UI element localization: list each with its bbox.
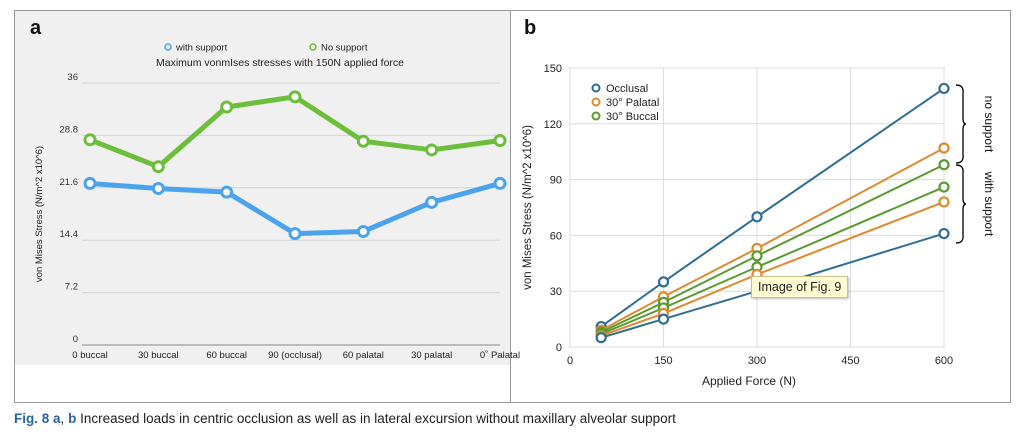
y-tick-label-b: 0 [556, 342, 562, 354]
series-line-b [600, 87, 945, 328]
data-point-b [938, 196, 950, 208]
x-tick-label-a: 90 (occlusal) [268, 350, 322, 361]
data-point-a [288, 90, 302, 104]
data-point-b [938, 82, 950, 95]
x-tick-label-a: 60 buccal [206, 350, 247, 361]
bracket-line-b [955, 164, 967, 244]
data-point-a [288, 227, 302, 241]
legend-label-a: No support [321, 43, 368, 54]
legend-marker-b [591, 111, 601, 121]
y-axis-label-a: von Mises Stress (N/m^2 x10^6) [34, 146, 45, 282]
data-point-a [220, 100, 234, 114]
annotation-with-support: with support [982, 171, 996, 237]
legend-label-b: 30° Buccal [606, 111, 659, 123]
data-point-a [151, 160, 165, 174]
data-point-a [356, 224, 370, 238]
y-tick-label-a: 36 [67, 72, 78, 83]
data-point-a [493, 176, 507, 190]
x-tick-label-a: 30 buccal [138, 350, 179, 361]
panel-b-chart: 0 30 60 90 120 150 0 150 300 450 600 Applied Force … [522, 63, 996, 388]
x-tick-label-a: 0 buccal [72, 350, 107, 361]
legend-label-b: 30° Palatal [606, 97, 659, 109]
data-point-a [425, 143, 439, 157]
data-point-b [751, 250, 763, 262]
y-tick-label-b: 60 [550, 230, 562, 242]
y-tick-label-a: 14.4 [60, 229, 79, 240]
series-line-b [600, 147, 945, 332]
series-line-b [600, 200, 945, 337]
caption-panel-a: a [53, 411, 61, 426]
chart-title-a: Maximum vonmIses stresses with 150N appl… [156, 57, 404, 69]
y-tick-label-b: 120 [544, 119, 562, 131]
data-point-b [938, 181, 950, 193]
panel-label-a: a [30, 17, 42, 39]
y-tick-label-b: 30 [550, 286, 562, 298]
data-point-b [938, 142, 950, 154]
data-point-a [220, 185, 234, 199]
data-point-a [493, 133, 507, 147]
y-tick-label-b: 90 [550, 175, 562, 187]
data-point-a [425, 195, 439, 209]
data-point-b [595, 332, 607, 344]
annotation-no-support: no support [982, 96, 996, 153]
panel-divider [510, 10, 511, 403]
data-point-a [83, 133, 97, 147]
data-point-b [657, 313, 670, 325]
caption-panel-b: b [68, 411, 77, 426]
figure-frame [14, 10, 1011, 403]
data-point-a [83, 176, 97, 190]
y-tick-label-a: 7.2 [65, 282, 78, 293]
legend-marker-a [309, 43, 317, 51]
y-axis-label-b: von Mises Stress (N/m^2 x10^6) [522, 125, 534, 290]
figure-caption: Fig. 8 a, b Increased loads in centric o… [14, 411, 676, 426]
legend-marker-a [164, 43, 172, 51]
legend-label-b: Occlusal [606, 83, 648, 95]
x-tick-label-a: 0˚ Palatal [480, 350, 520, 361]
data-point-a [356, 134, 370, 148]
x-tick-label-a: 60 palatal [343, 350, 384, 361]
x-axis-label-b: Applied Force (N) [702, 374, 796, 388]
legend-marker-b [591, 97, 601, 107]
x-tick-label-a: 30 palatal [411, 350, 452, 361]
data-point-a [151, 182, 165, 196]
x-tick-label-b: 150 [654, 355, 672, 367]
series-line-a [89, 94, 501, 170]
series-line-b [600, 232, 945, 339]
y-tick-label-a: 0 [73, 334, 78, 345]
data-point-b [751, 211, 763, 223]
tooltip: Image of Fig. 9 [751, 276, 849, 298]
x-tick-label-b: 450 [841, 355, 859, 367]
panel-a-chart: 0 7.2 14.4 21.6 28.8 36 0 buccal 30 buccal 60 bu… [34, 43, 520, 362]
data-point-b [938, 159, 950, 171]
series-line-a [89, 180, 501, 237]
data-point-b [657, 276, 670, 288]
x-tick-label-b: 300 [748, 355, 766, 367]
legend-label-a: with support [175, 43, 228, 54]
series-line-b [600, 186, 945, 335]
panel-label-b: b [524, 17, 536, 39]
y-tick-label-a: 28.8 [60, 124, 79, 135]
y-tick-label-b: 150 [544, 63, 562, 75]
series-line-b [600, 163, 945, 334]
caption-figure-number: Fig. 8 [14, 411, 50, 426]
legend-marker-b [591, 83, 601, 93]
x-tick-label-b: 0 [567, 355, 573, 367]
caption-separator: , [60, 411, 69, 426]
data-point-b [938, 227, 950, 240]
y-tick-label-a: 21.6 [60, 177, 79, 188]
bracket-line-b [955, 84, 967, 164]
caption-text: Increased loads in centric occlusion as … [76, 411, 676, 426]
x-tick-label-b: 600 [935, 355, 953, 367]
